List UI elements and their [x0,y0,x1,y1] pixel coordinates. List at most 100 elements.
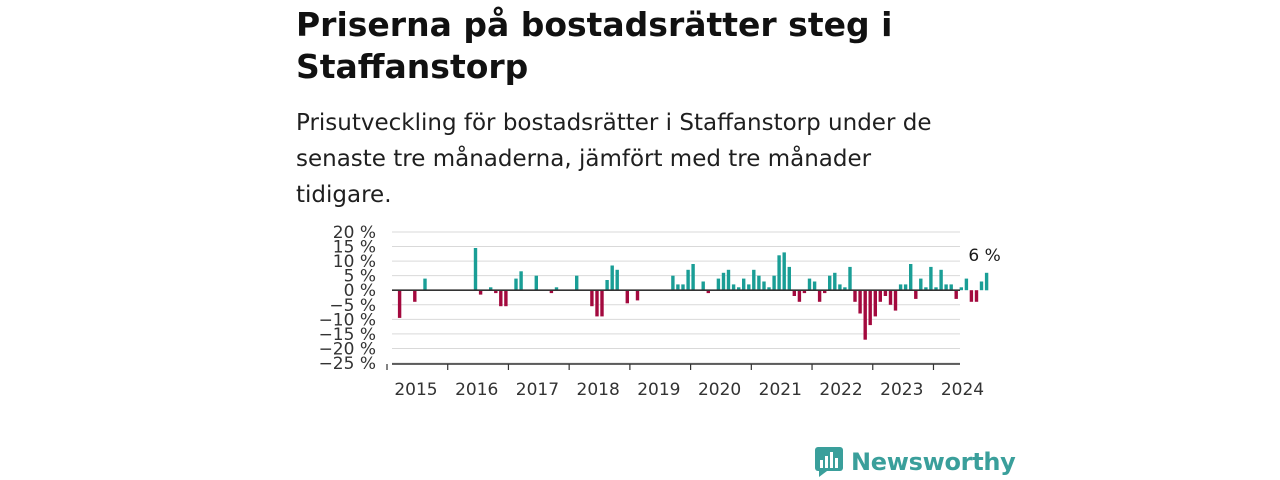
bar [595,290,599,317]
y-tick-label: 20 % [333,223,376,243]
x-tick-label: 2018 [577,380,620,400]
bar [489,287,493,291]
bar [807,278,812,291]
bar [716,278,721,291]
bar [878,290,882,302]
bar [625,290,629,304]
y-tick-label: −20 % [319,339,376,359]
x-tick-label: 2015 [394,380,437,400]
bar [721,272,726,291]
bar [787,266,791,291]
bar [949,284,953,291]
bar [671,275,675,291]
bar [838,284,842,291]
bar [924,287,928,291]
bar [494,290,498,294]
y-tick-label: 5 % [344,267,376,287]
bar [817,290,822,302]
bar [397,290,402,318]
bar [681,284,685,291]
brand-name: Newsworthy [851,448,1016,476]
bar [969,290,974,302]
bar [747,284,751,291]
bar [843,287,847,291]
x-tick-label: 2020 [698,380,741,400]
x-tick-label: 2023 [880,380,923,400]
bar [757,275,761,291]
y-axis-ticks: 20 %15 %10 %5 %0 %−5 %−10 %−15 %−20 %−25… [319,223,376,374]
bar [590,290,594,307]
newsworthy-chart-bubble-icon [815,447,843,477]
y-tick-label: −10 % [319,310,376,330]
bar [944,284,948,291]
x-tick-label: 2017 [516,380,559,400]
bar [731,284,736,291]
bar [691,264,695,291]
bar [701,281,705,291]
bar [737,287,741,291]
x-tick-label: 2024 [941,380,984,400]
bar [610,265,614,291]
x-tick-label: 2019 [637,380,680,400]
bar [959,287,963,291]
bar [575,275,579,291]
bar [828,275,832,291]
bar [964,278,969,291]
bar [833,272,837,291]
y-tick-label: −5 % [329,296,376,316]
bar [635,290,640,301]
bar [939,269,943,291]
x-tick-label: 2021 [759,380,802,400]
bar [767,287,771,291]
bar [413,290,417,302]
bar [752,269,756,291]
bar [605,280,609,291]
bar [676,284,680,291]
bar [984,272,989,291]
bar [772,275,776,291]
bar [903,284,908,291]
y-tick-label: 0 % [344,281,376,301]
bar [883,290,888,296]
bar [742,278,746,291]
bar [954,290,958,299]
newsworthy-logo: Newsworthy [815,446,1016,478]
bar [777,255,781,291]
bar [979,281,984,291]
bar [858,290,862,314]
bar [706,290,710,294]
data-labels: 6 % [968,246,1000,266]
bar [812,281,817,291]
bars [397,248,989,340]
bar [909,264,913,291]
chart-subtitle: Prisutveckling för bostadsrätter i Staff… [296,110,932,208]
bar [823,290,827,294]
bar [762,281,766,291]
bar [549,290,554,294]
bar [848,266,852,291]
bar [929,266,933,291]
bar [782,252,786,291]
bar [686,269,690,291]
bar [797,290,802,302]
bar [898,284,903,291]
axes [392,289,960,365]
y-tick-label: −25 % [319,354,376,374]
last-value-label: 6 % [968,246,1000,266]
bar [423,278,427,291]
bar-chart: 20 %15 %10 %5 %0 %−5 %−10 %−15 %−20 %−25… [319,223,1001,400]
bar [934,287,938,291]
bar [888,290,893,305]
x-tick-label: 2022 [819,380,862,400]
bar [519,271,523,291]
x-axis-ticks: 2015 2016 2017 2018 2019 2020 2021 2022 2023 2024 [386,364,984,400]
bar [893,290,898,311]
bar [726,269,731,291]
bar [473,248,478,291]
bar [600,290,604,317]
bar [478,290,483,295]
bar [554,287,559,291]
bar [504,290,508,307]
bar [914,290,918,299]
bar [499,290,503,307]
